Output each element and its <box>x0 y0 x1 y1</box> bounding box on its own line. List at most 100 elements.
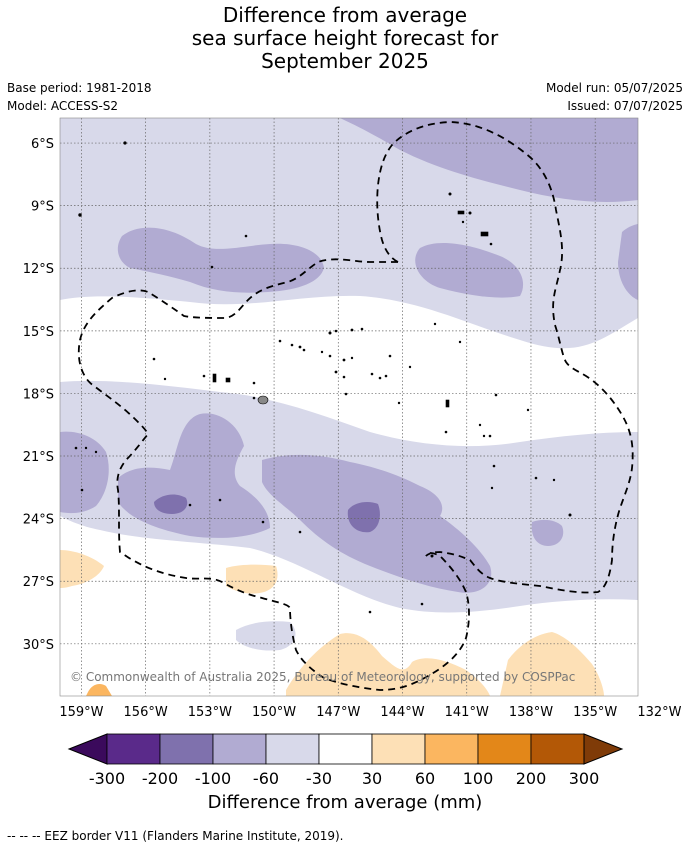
island <box>388 354 392 358</box>
anomaly-region-pos-south <box>286 633 490 696</box>
anomaly-region-light-small <box>236 621 296 651</box>
island <box>350 328 354 332</box>
anomaly-region-pos-central <box>226 564 278 594</box>
model-name: Model: ACCESS-S2 <box>7 99 119 113</box>
longitude-labels: 159°W 156°W 153°W 150°W 147°W 144°W 141°W 138°W… <box>59 705 681 720</box>
island <box>261 520 265 524</box>
colorbar-segment <box>530 733 585 765</box>
island <box>408 365 412 369</box>
lat-label: 24°S <box>23 513 54 528</box>
island <box>445 399 450 408</box>
island <box>334 370 338 374</box>
colorbar-high-extend <box>583 733 624 765</box>
meta-right: Model run: 05/07/2025 Issued: 07/07/2025 <box>546 79 683 115</box>
island <box>212 373 217 383</box>
island <box>526 408 530 412</box>
lon-label: 141°W <box>445 705 489 720</box>
island <box>478 423 482 427</box>
lat-label: 9°S <box>31 200 54 215</box>
island <box>342 358 346 362</box>
lon-label: 150°W <box>252 705 296 720</box>
island <box>461 220 465 224</box>
anomaly-region-pos-small <box>86 684 112 696</box>
lat-label: 6°S <box>31 137 54 152</box>
island <box>94 450 98 454</box>
island <box>433 322 437 326</box>
island <box>430 554 434 558</box>
anomaly-region-pos-west <box>60 550 104 588</box>
title-line-3: September 2025 <box>261 49 429 73</box>
island <box>370 372 374 376</box>
island <box>480 231 489 237</box>
anomaly-region-deep-2 <box>347 502 380 533</box>
colorbar-tick-label: 300 <box>569 769 600 788</box>
colorbar-tick-label: -100 <box>195 769 231 788</box>
lon-label: 156°W <box>124 705 168 720</box>
colorbar: -300 -200 -100 -60 -30 30 60 100 200 300 <box>67 733 624 788</box>
colorbar-title: Difference from average (mm) <box>207 792 483 813</box>
island <box>123 141 127 145</box>
island <box>458 340 462 344</box>
island <box>188 503 192 507</box>
colorbar-tick-label: -300 <box>89 769 125 788</box>
island <box>252 381 256 385</box>
island <box>74 446 78 450</box>
island <box>492 464 496 468</box>
island <box>482 434 486 438</box>
colorbar-segment <box>318 733 373 765</box>
island <box>344 392 348 396</box>
lon-label: 159°W <box>59 705 103 720</box>
colorbar-tick-label: -30 <box>306 769 332 788</box>
colorbar-tick-label: -200 <box>142 769 178 788</box>
island <box>488 434 492 438</box>
lat-label: 21°S <box>23 450 54 465</box>
island <box>468 211 472 215</box>
islands <box>74 141 572 614</box>
island <box>218 498 222 502</box>
lon-label: 153°W <box>188 705 232 720</box>
island <box>360 327 364 331</box>
island <box>457 210 465 215</box>
island <box>80 488 84 492</box>
lon-label: 132°W <box>637 705 681 720</box>
anomaly-region-pos-se <box>500 632 604 696</box>
eez-footnote: -- -- -- EEZ border V11 (Flanders Marine… <box>7 829 344 843</box>
colorbar-segment <box>212 733 267 765</box>
issued-date: Issued: 07/07/2025 <box>567 99 683 113</box>
island <box>397 401 401 405</box>
island <box>328 354 332 358</box>
colorbar-segment <box>159 733 214 765</box>
colorbar-tick-label: 30 <box>362 769 382 788</box>
lat-label: 12°S <box>23 262 54 277</box>
island <box>163 377 167 381</box>
model-run: Model run: 05/07/2025 <box>545 81 683 95</box>
anomaly-region-mid-nw <box>117 227 325 293</box>
eez-border-west <box>77 258 470 691</box>
latitude-labels: 6°S 9°S 12°S 15°S 18°S 21°S 24°S 27°S 30°S <box>23 137 54 653</box>
lon-label: 144°W <box>380 705 424 720</box>
anomaly-region-mid-ne2 <box>618 224 638 300</box>
eez-border <box>77 121 634 691</box>
colorbar-segment <box>106 733 161 765</box>
colorbar-segment <box>371 733 426 765</box>
map-title: Difference from average sea surface heig… <box>0 4 690 73</box>
colorbar-low-extend <box>67 733 108 765</box>
island <box>552 478 556 482</box>
island <box>298 345 302 349</box>
island <box>302 348 306 352</box>
island <box>210 265 214 269</box>
copyright-notice: © Commonwealth of Australia 2025, Bureau… <box>70 670 575 684</box>
colorbar-tick-label: 60 <box>415 769 435 788</box>
island <box>350 356 354 360</box>
lat-label: 18°S <box>23 387 54 402</box>
lat-label: 30°S <box>23 638 54 653</box>
island <box>152 357 156 361</box>
lon-label: 135°W <box>573 705 617 720</box>
island <box>420 602 424 606</box>
island <box>568 513 572 517</box>
island <box>320 350 324 354</box>
island <box>368 610 372 614</box>
title-line-1: Difference from average <box>222 3 468 27</box>
island <box>225 377 231 383</box>
